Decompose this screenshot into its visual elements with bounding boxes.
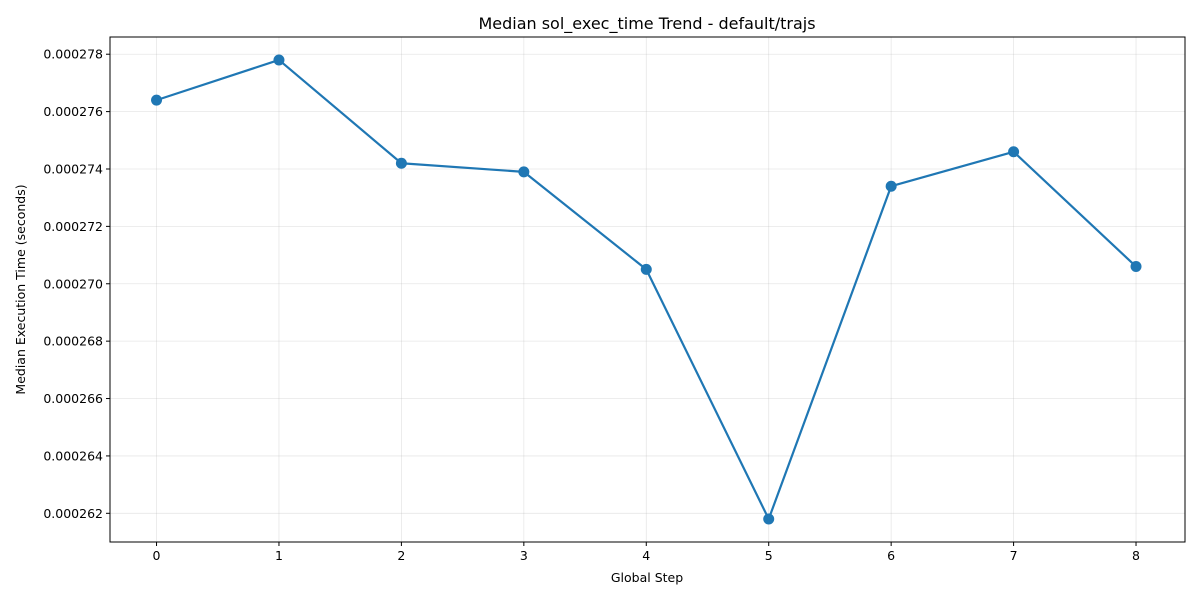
series-layer: [151, 54, 1142, 525]
y-tick-label: 0.000262: [43, 506, 103, 521]
data-point: [273, 54, 285, 66]
x-tick-label: 3: [520, 548, 528, 563]
x-tick-label: 2: [397, 548, 405, 563]
y-tick-label: 0.000274: [43, 161, 103, 176]
y-tick-label: 0.000264: [43, 448, 103, 463]
y-tick-label: 0.000268: [43, 334, 103, 349]
data-point: [518, 166, 530, 178]
y-axis: 0.000262 0.000264 0.000266 0.000268 0.000270…: [43, 47, 110, 521]
data-point: [640, 263, 652, 275]
data-point: [1008, 146, 1020, 158]
plot-frame: [109, 36, 1186, 543]
data-point: [763, 513, 775, 525]
x-tick-label: 5: [765, 548, 773, 563]
x-tick-label: 8: [1132, 548, 1140, 563]
y-tick-label: 0.000276: [43, 104, 103, 119]
x-tick-label: 7: [1010, 548, 1018, 563]
y-tick-label: 0.000270: [43, 276, 103, 291]
y-tick-label: 0.000272: [43, 219, 103, 234]
x-tick-label: 0: [153, 548, 161, 563]
data-point: [885, 180, 897, 192]
x-tick-label: 1: [275, 548, 283, 563]
x-tick-label: 6: [887, 548, 895, 563]
chart-title: Median sol_exec_time Trend - default/tra…: [478, 14, 815, 34]
data-point: [1130, 261, 1142, 273]
y-tick-label: 0.000266: [43, 391, 103, 406]
y-axis-label: Median Execution Time (seconds): [13, 184, 28, 394]
x-axis-label: Global Step: [611, 570, 683, 585]
grid: [110, 37, 1185, 542]
data-point: [151, 94, 163, 106]
x-axis: 0 1 2 3 4 5 6 7 8: [153, 542, 1140, 563]
data-point: [395, 157, 407, 169]
y-tick-label: 0.000278: [43, 47, 103, 62]
x-tick-label: 4: [642, 548, 650, 563]
